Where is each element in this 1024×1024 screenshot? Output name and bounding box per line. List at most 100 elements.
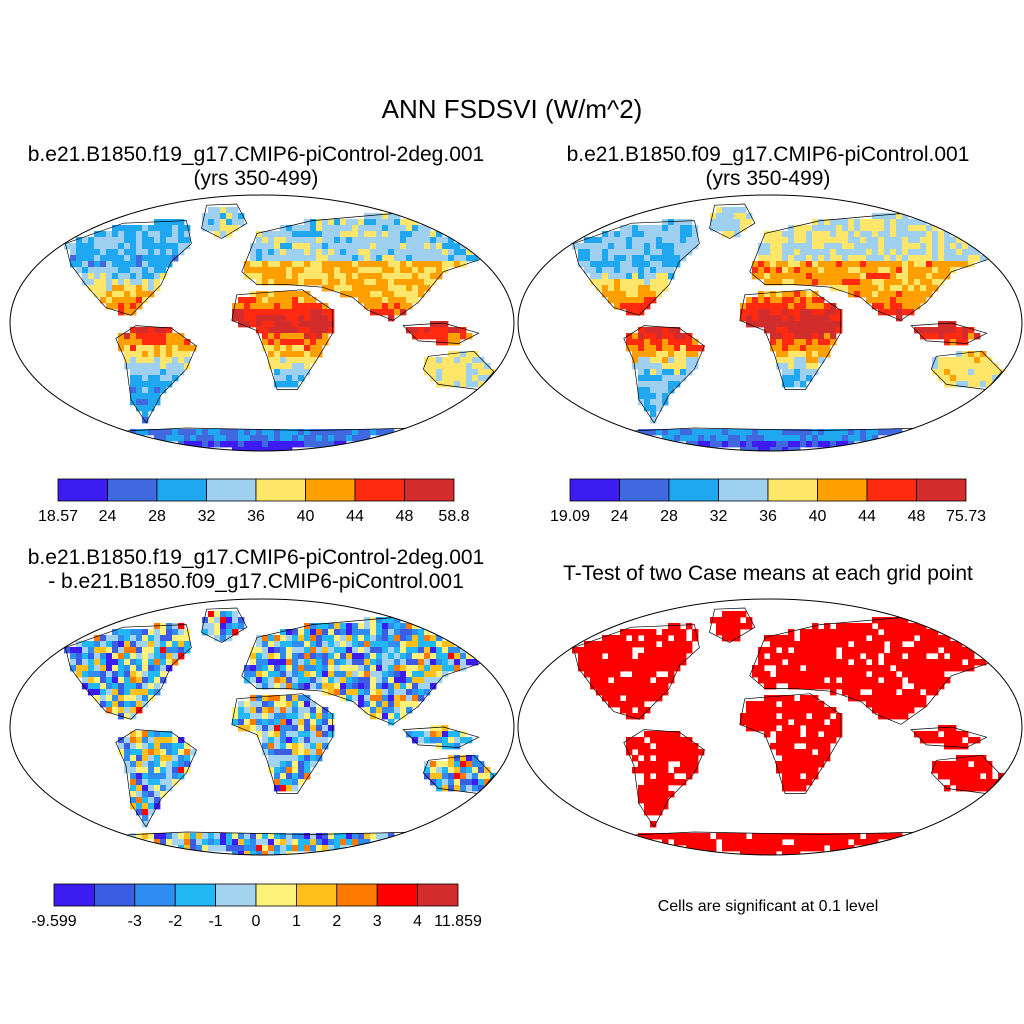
map-panel-3 — [517, 598, 1023, 856]
map-panel-1: 19.09 24 28 32 36 40 44 48 75.73 — [517, 194, 1023, 525]
colorbar-swatch — [255, 478, 306, 502]
colorbar-tick-label: 24 — [611, 508, 629, 525]
significance-note: Cells are significant at 0.1 level — [657, 898, 879, 915]
map-cells — [572, 611, 1005, 855]
colorbar-tick-label: 0 — [252, 913, 261, 930]
colorbar-tick-label: 44 — [858, 508, 876, 525]
coastline-greenland — [201, 203, 248, 239]
coastline-indonesia — [910, 322, 988, 344]
colorbar-tick-label: -1 — [208, 913, 222, 930]
colorbar-swatch — [354, 478, 405, 502]
colorbar-tick-label: 44 — [346, 508, 364, 525]
colorbar-tick-label: 24 — [99, 508, 117, 525]
coastline-southAmerica — [115, 325, 197, 424]
coastline-northAmerica — [572, 220, 700, 316]
colorbar-tick-label: 32 — [198, 508, 216, 525]
coastline-southAmerica — [623, 325, 705, 424]
map-frame — [517, 194, 1023, 452]
coastline-africa — [739, 289, 841, 390]
colorbar-swatch — [569, 478, 620, 502]
colorbar-tick-label: 40 — [809, 508, 827, 525]
colorbar-tick-label: 36 — [759, 508, 777, 525]
colorbar-swatch — [817, 478, 868, 502]
colorbar-tick-label: 48 — [396, 508, 414, 525]
colorbar-swatch — [916, 478, 967, 502]
map-frame — [517, 598, 1023, 856]
coastlines — [64, 203, 495, 451]
coastline-southAmerica — [623, 729, 705, 828]
colorbar-swatch — [336, 883, 378, 907]
colorbar-1: 19.09 24 28 32 36 40 44 48 75.73 — [550, 478, 986, 525]
coastline-africa — [231, 289, 333, 390]
colorbar-tick-label: 4 — [413, 913, 422, 930]
colorbar-swatch — [668, 478, 719, 502]
colorbar-swatch — [57, 478, 108, 502]
map-frame — [9, 598, 515, 856]
panel-bottom-left-title-line1: b.e21.B1850.f19_g17.CMIP6-piControl-2deg… — [27, 546, 485, 569]
colorbar-swatch — [206, 478, 257, 502]
colorbar-tick-label: -2 — [168, 913, 182, 930]
coastline-eurasia — [749, 212, 998, 321]
map-cells — [64, 207, 497, 451]
colorbar-tick-label: 32 — [710, 508, 728, 525]
coastline-greenland — [709, 607, 756, 643]
colorbar-tick-label: 11.859 — [434, 913, 482, 930]
colorbar-swatch — [295, 883, 338, 907]
colorbar-tick-label: 28 — [660, 508, 678, 525]
colorbar-swatch — [417, 883, 459, 907]
coastline-northAmerica — [64, 220, 192, 316]
colorbar-2: -9.599 -3 -2 -1 0 1 2 3 4 11.859 — [31, 883, 482, 930]
colorbar-swatch — [718, 478, 769, 502]
colorbar-tick-label: 48 — [908, 508, 926, 525]
coastline-northAmerica — [572, 624, 700, 720]
colorbar-tick-label: 18.57 — [38, 508, 78, 525]
colorbar-tick-label: 1 — [292, 913, 301, 930]
colorbar-swatch — [107, 478, 158, 502]
coastline-northAmerica — [64, 624, 192, 720]
colorbar-swatch — [174, 883, 216, 907]
panel-top-left-title-line1: b.e21.B1850.f19_g17.CMIP6-piControl-2deg… — [27, 143, 485, 166]
colorbar-tick-label: 19.09 — [550, 508, 590, 525]
coastline-greenland — [709, 203, 756, 239]
coastline-southAmerica — [115, 729, 197, 828]
panel-bottom-right-title: T-Test of two Case means at each grid po… — [563, 562, 973, 585]
colorbar-swatch — [94, 883, 136, 907]
colorbar-tick-label: -3 — [128, 913, 142, 930]
colorbar-tick-label: 3 — [373, 913, 382, 930]
coastline-indonesia — [402, 322, 480, 344]
colorbar-tick-label: 58.8 — [438, 508, 469, 525]
colorbar-tick-label: 36 — [247, 508, 265, 525]
colorbar-tick-label: 40 — [297, 508, 315, 525]
colorbar-tick-label: 75.73 — [946, 508, 986, 525]
panel-top-right-title-line1: b.e21.B1850.f09_g17.CMIP6-piControl.001 — [566, 143, 970, 166]
panel-top-left-title-line2: (yrs 350-499) — [193, 167, 319, 190]
colorbar-tick-label: 28 — [148, 508, 166, 525]
colorbar-swatch — [404, 478, 455, 502]
panel-top-right-title-line2: (yrs 350-499) — [705, 167, 831, 190]
colorbar-swatch — [767, 478, 818, 502]
map-panel-0: 18.57 24 28 32 36 40 44 48 58.8 — [9, 194, 515, 525]
colorbar-swatch — [134, 883, 176, 907]
coastline-greenland — [201, 607, 248, 643]
panel-bottom-left-title-line2: - b.e21.B1850.f09_g17.CMIP6-piControl.00… — [48, 570, 464, 593]
colorbar-swatch — [255, 883, 297, 907]
coastline-eurasia — [749, 616, 998, 725]
map-cells — [572, 207, 1005, 451]
colorbar-swatch — [619, 478, 670, 502]
coastline-indonesia — [910, 726, 988, 748]
colorbar-swatch — [156, 478, 207, 502]
coastline-africa — [739, 693, 841, 794]
map-frame — [9, 194, 515, 452]
colorbar-swatch — [376, 883, 419, 907]
colorbar-swatch — [866, 478, 917, 502]
panel-top-left-title: b.e21.B1850.f19_g17.CMIP6-piControl-2deg… — [0, 143, 512, 191]
panel-top-right-title: b.e21.B1850.f09_g17.CMIP6-piControl.001 … — [512, 143, 1024, 191]
coastline-eurasia — [241, 212, 490, 321]
colorbar-tick-label: -9.599 — [31, 913, 76, 930]
coastline-eurasia — [241, 616, 490, 725]
colorbar-0: 18.57 24 28 32 36 40 44 48 58.8 — [38, 478, 470, 525]
figure-title: ANN FSDSVI (W/m^2) — [381, 94, 643, 124]
coastline-africa — [231, 693, 333, 794]
colorbar-swatch — [53, 883, 95, 907]
